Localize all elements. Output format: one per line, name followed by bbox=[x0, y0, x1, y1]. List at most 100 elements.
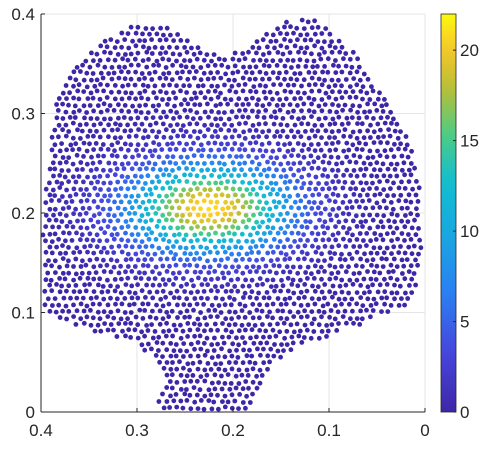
data-point bbox=[232, 128, 238, 134]
data-point bbox=[102, 193, 107, 199]
data-point bbox=[395, 135, 401, 141]
data-point bbox=[137, 307, 143, 313]
data-point bbox=[342, 257, 348, 263]
data-point bbox=[361, 238, 366, 243]
data-point bbox=[313, 211, 318, 217]
data-point bbox=[305, 121, 311, 127]
data-point bbox=[125, 224, 131, 229]
data-point bbox=[220, 270, 226, 276]
data-point bbox=[125, 238, 131, 244]
data-point bbox=[143, 142, 149, 148]
data-point bbox=[343, 77, 349, 82]
data-point bbox=[64, 288, 69, 294]
data-point bbox=[156, 102, 162, 108]
data-point bbox=[62, 276, 68, 282]
data-point bbox=[272, 342, 277, 347]
data-point bbox=[165, 102, 170, 107]
data-point bbox=[195, 406, 201, 411]
data-point bbox=[302, 90, 307, 96]
data-point bbox=[373, 237, 379, 242]
data-point bbox=[108, 322, 114, 327]
data-point bbox=[333, 237, 339, 243]
data-point bbox=[76, 96, 82, 102]
data-point bbox=[115, 308, 121, 314]
data-point bbox=[172, 103, 177, 109]
data-point bbox=[54, 179, 60, 185]
data-point bbox=[276, 263, 282, 269]
data-point bbox=[299, 121, 304, 127]
data-point bbox=[353, 186, 359, 192]
data-point bbox=[223, 289, 229, 294]
data-point bbox=[198, 269, 204, 275]
data-point bbox=[218, 167, 224, 172]
data-point bbox=[281, 320, 287, 326]
data-point bbox=[250, 315, 256, 321]
data-point bbox=[287, 295, 293, 301]
data-point bbox=[401, 160, 407, 166]
data-point bbox=[213, 284, 218, 289]
data-point bbox=[265, 44, 270, 50]
data-point bbox=[399, 218, 404, 224]
data-point bbox=[57, 173, 63, 178]
data-point bbox=[301, 77, 307, 83]
data-point bbox=[386, 269, 392, 275]
data-point bbox=[377, 191, 383, 197]
data-point bbox=[43, 212, 49, 218]
data-point bbox=[166, 301, 172, 307]
data-point bbox=[388, 262, 394, 268]
data-point bbox=[146, 276, 152, 282]
data-point bbox=[183, 245, 189, 251]
data-point bbox=[223, 135, 228, 140]
data-point bbox=[239, 167, 245, 173]
data-point bbox=[275, 50, 281, 55]
data-point bbox=[78, 198, 84, 204]
data-point bbox=[360, 264, 365, 269]
data-point bbox=[319, 108, 325, 114]
data-point bbox=[232, 398, 238, 404]
data-point bbox=[209, 58, 214, 64]
data-point bbox=[169, 205, 175, 211]
data-point bbox=[90, 315, 96, 321]
data-point bbox=[308, 142, 314, 148]
data-point bbox=[105, 82, 110, 88]
data-point bbox=[266, 217, 272, 223]
data-point bbox=[404, 142, 410, 148]
data-point bbox=[387, 224, 393, 230]
data-point bbox=[363, 141, 369, 147]
data-point bbox=[357, 77, 363, 83]
data-point bbox=[112, 148, 117, 154]
data-point bbox=[291, 172, 297, 178]
data-point bbox=[309, 257, 314, 263]
data-point bbox=[90, 95, 96, 101]
data-point bbox=[174, 198, 180, 204]
data-point bbox=[78, 316, 84, 322]
data-point bbox=[234, 347, 239, 353]
data-point bbox=[208, 199, 214, 205]
data-point bbox=[294, 77, 300, 83]
x-tick-label: 0.3 bbox=[125, 421, 149, 440]
data-point bbox=[360, 303, 366, 308]
data-point bbox=[79, 270, 85, 276]
data-point bbox=[348, 186, 353, 192]
data-point bbox=[218, 127, 224, 133]
data-point bbox=[140, 31, 145, 37]
data-point bbox=[299, 249, 305, 255]
data-point bbox=[248, 232, 253, 238]
data-point bbox=[71, 302, 76, 308]
data-point bbox=[80, 295, 86, 301]
data-point bbox=[113, 187, 118, 192]
data-point bbox=[211, 52, 217, 57]
data-point bbox=[322, 49, 327, 55]
data-point bbox=[367, 225, 373, 231]
data-point bbox=[176, 178, 182, 184]
data-point bbox=[199, 218, 205, 224]
data-point bbox=[318, 211, 324, 216]
data-point bbox=[123, 90, 129, 96]
data-point bbox=[194, 121, 200, 127]
data-point bbox=[217, 160, 222, 166]
data-point bbox=[264, 185, 270, 191]
data-point bbox=[129, 232, 135, 238]
data-point bbox=[156, 245, 162, 251]
data-point bbox=[249, 250, 255, 255]
data-point bbox=[79, 232, 85, 238]
